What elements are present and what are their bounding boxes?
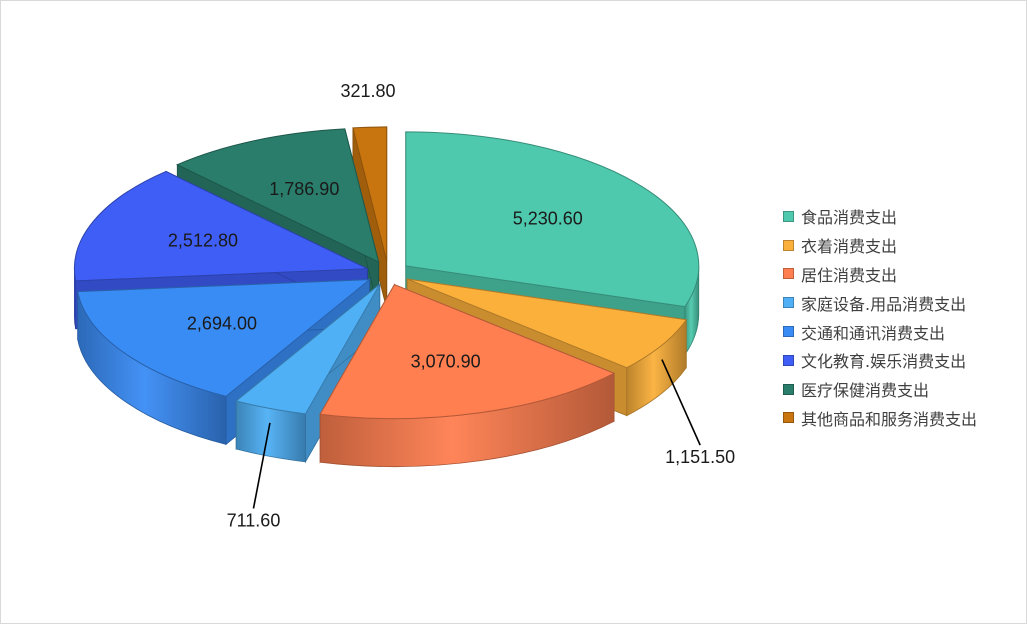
legend-item: 食品消费支出	[783, 202, 977, 231]
legend-swatch	[783, 412, 794, 424]
legend: 食品消费支出 衣着消费支出 居住消费支出家庭设备.用品消费支出 交通和通讯消费支出文化…	[783, 202, 977, 432]
data-label-8: 321.80	[341, 81, 396, 101]
legend-item: 其他商品和服务消费支出	[783, 404, 977, 433]
legend-swatch	[783, 268, 794, 280]
legend-item: 交通和通讯消费支出	[783, 317, 977, 346]
legend-item: 居住消费支出	[783, 260, 977, 289]
legend-swatch	[783, 210, 794, 222]
data-label-7: 1,786.90	[269, 179, 339, 199]
legend-label: 文化教育.娱乐消费支出	[801, 352, 967, 372]
legend-swatch	[783, 383, 794, 395]
pie-chart: 5,230.60 1,151.50 3,070.90 711.60 2,694.00 2,…	[73, 81, 735, 530]
pie-slice-5-top[interactable]	[77, 279, 372, 397]
pie-slice-1-top[interactable]	[405, 131, 700, 308]
legend-label: 家庭设备.用品消费支出	[801, 294, 967, 314]
pie-slice-6-top[interactable]	[73, 170, 368, 282]
pie-slice-4-top[interactable]	[235, 283, 381, 415]
legend-swatch	[783, 297, 794, 309]
pie-slice-8-top[interactable]	[352, 126, 388, 262]
pie-slice-7-top[interactable]	[176, 128, 380, 263]
legend-item: 家庭设备.用品消费支出	[783, 288, 977, 317]
pie-slice-2-top[interactable]	[406, 278, 688, 369]
legend-item: 衣着消费支出	[783, 231, 977, 260]
legend-item: 文化教育.娱乐消费支出	[783, 346, 977, 375]
leader-line-4	[252, 422, 271, 509]
pie-slice-3-top[interactable]	[319, 283, 616, 420]
legend-label: 医疗保健消费支出	[801, 381, 930, 401]
data-label-6: 2,512.80	[168, 230, 238, 250]
data-label-5: 2,694.00	[187, 313, 257, 333]
legend-label: 居住消费支出	[801, 265, 898, 285]
legend-label: 食品消费支出	[801, 208, 898, 228]
data-label-1: 5,230.60	[513, 208, 583, 228]
legend-swatch	[783, 239, 794, 251]
legend-label: 衣着消费支出	[801, 237, 898, 257]
legend-label: 交通和通讯消费支出	[801, 323, 946, 343]
legend-label: 其他商品和服务消费支出	[801, 409, 978, 429]
data-label-4: 711.60	[227, 510, 281, 530]
legend-item: 医疗保健消费支出	[783, 375, 977, 404]
data-label-2: 1,151.50	[665, 447, 735, 467]
leader-line-2	[661, 359, 701, 446]
data-label-3: 3,070.90	[411, 351, 481, 371]
legend-swatch	[783, 354, 794, 366]
legend-swatch	[783, 326, 794, 338]
